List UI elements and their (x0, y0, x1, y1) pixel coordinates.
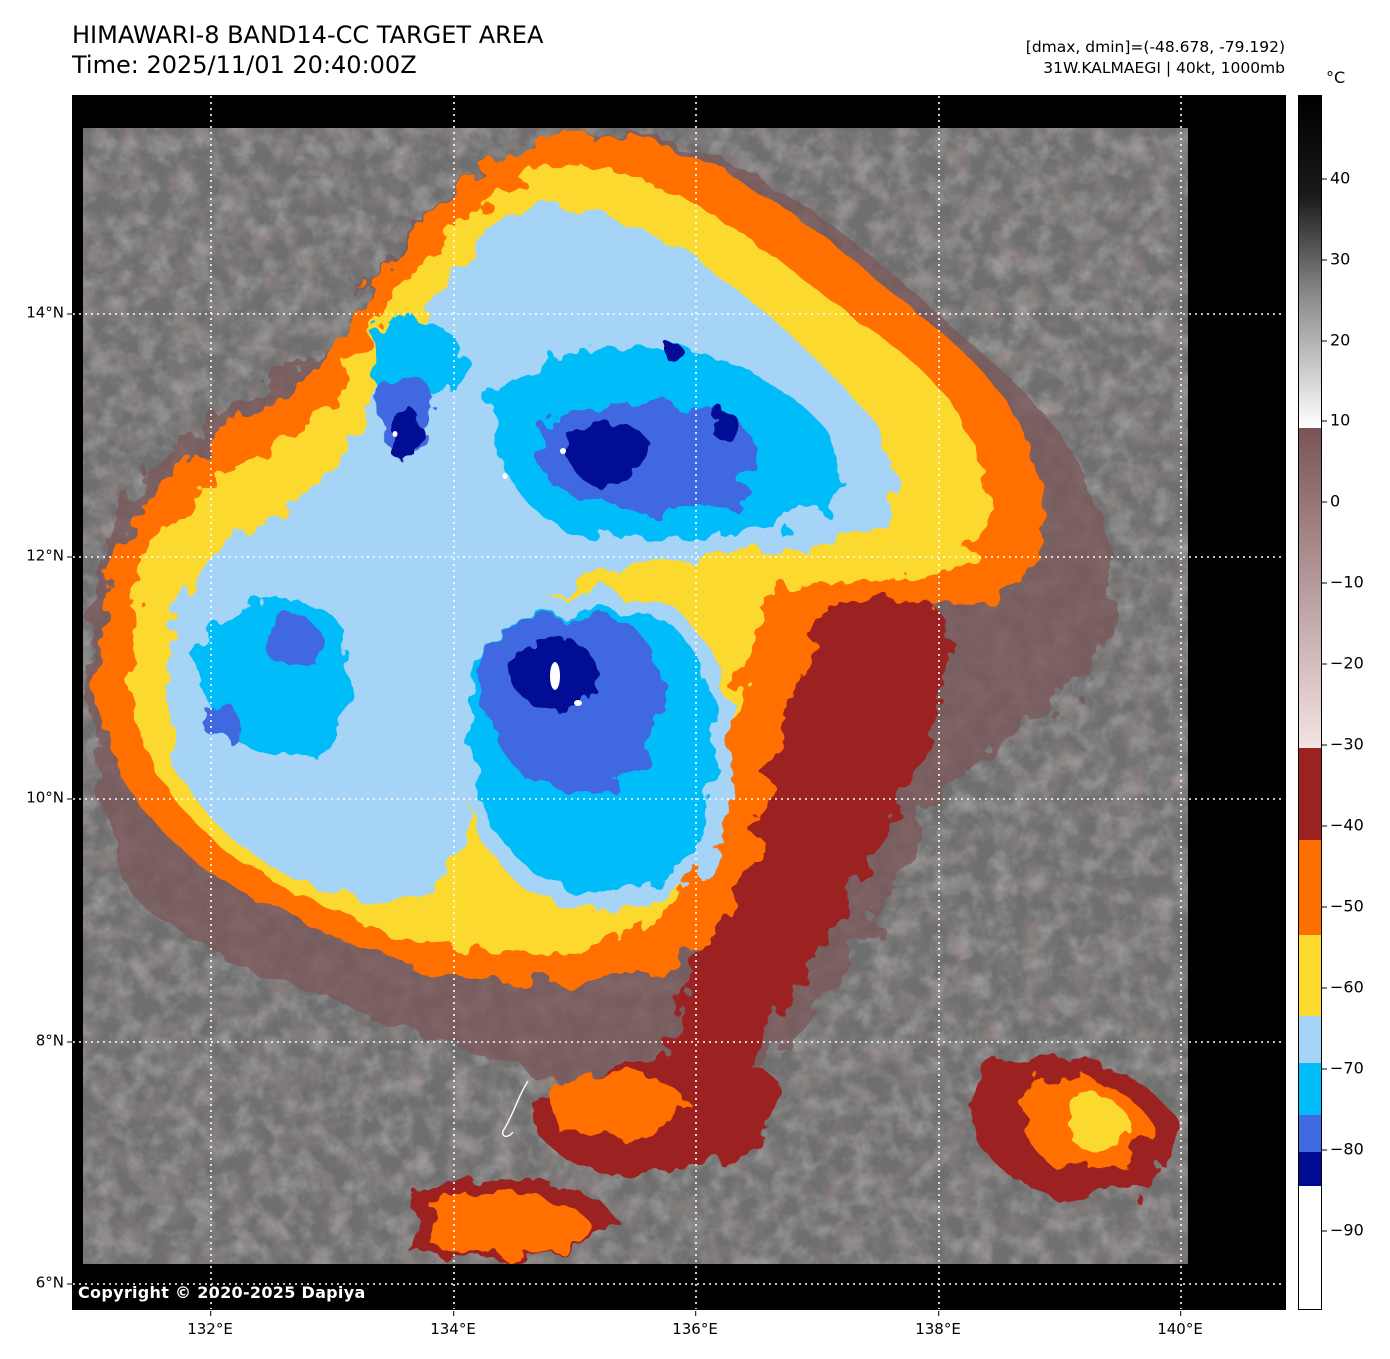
overshoot-2 (574, 700, 582, 706)
lat-label-8n: 8°N (35, 1031, 73, 1050)
colorbar-tick-minus-80: −80 (1322, 1139, 1364, 1159)
title-line-1: HIMAWARI-8 BAND14-CC TARGET AREA (72, 21, 544, 49)
overshoot-3 (560, 448, 566, 454)
band-minus-80-west (268, 617, 323, 665)
colorbar-band-white (1299, 1186, 1321, 1309)
colorbar-tick-minus-90: −90 (1322, 1220, 1364, 1240)
band-minus-45-south (543, 1072, 683, 1140)
colorbar-gradient (1299, 96, 1321, 1309)
colorbar-band-red (1299, 748, 1321, 840)
band-minus-80-west-2 (203, 702, 242, 738)
lon-label-136e: 136°E (672, 1311, 718, 1338)
colorbar-tick-minus-20: −20 (1322, 653, 1364, 673)
colorbar (1298, 95, 1322, 1310)
lon-label-134e: 134°E (430, 1311, 476, 1338)
colorbar-tick-minus-30: −30 (1322, 734, 1364, 754)
lon-label-132e: 132°E (187, 1311, 233, 1338)
no-data-top (73, 96, 1285, 128)
colorbar-tick-0: 0 (1321, 491, 1341, 511)
overshoot-5 (502, 473, 508, 479)
title-line-2: Time: 2025/11/01 20:40:00Z (72, 51, 417, 79)
figure-title: HIMAWARI-8 BAND14-CC TARGET AREA Time: 2… (72, 20, 543, 80)
palau-coastline (501, 1080, 529, 1138)
band-minus-85-n2 (663, 342, 684, 362)
colorbar-tick-10: 10 (1321, 410, 1351, 430)
lon-label-138e: 138°E (915, 1311, 961, 1338)
temperature-range: [dmax, dmin]=(-48.678, -79.192) (1025, 38, 1285, 56)
cloud-top-layers (91, 135, 1175, 1260)
colorbar-tick-20: 20 (1321, 330, 1351, 350)
overshoot-1 (550, 662, 560, 690)
lat-label-14n: 14°N (26, 303, 72, 322)
graticule (73, 96, 1285, 1309)
colorbar-tick-minus-70: −70 (1322, 1058, 1364, 1078)
colorbar-band-navy (1299, 1152, 1321, 1186)
colorbar-tick-minus-50: −50 (1322, 896, 1364, 916)
lat-label-12n: 12°N (26, 546, 72, 565)
colorbar-tick-minus-40: −40 (1322, 815, 1364, 835)
band-minus-85-nw (393, 408, 423, 460)
no-data-strip (1188, 96, 1285, 1309)
satellite-map (72, 95, 1286, 1310)
no-data-bottom (73, 1264, 1285, 1309)
band-minus-58-se (1068, 1095, 1133, 1151)
colorbar-band-blue (1299, 1115, 1321, 1152)
colorbar-unit: °C (1326, 68, 1346, 87)
band-minus-35-tail (671, 572, 953, 1096)
lat-label-6n: 6°N (35, 1273, 73, 1292)
colorbar-tick-minus-60: −60 (1322, 977, 1364, 997)
lon-label-140e: 140°E (1157, 1311, 1203, 1338)
colorbar-band-gray (1299, 96, 1321, 428)
colorbar-band-pink (1299, 428, 1321, 748)
colorbar-tick-30: 30 (1321, 249, 1351, 269)
satellite-image (73, 96, 1285, 1309)
colorbar-band-cyan (1299, 1063, 1321, 1115)
lat-label-10n: 10°N (26, 788, 72, 807)
colorbar-tick-40: 40 (1321, 168, 1351, 188)
storm-info: [dmax, dmin]=(-48.678, -79.192) 31W.KALM… (1026, 37, 1285, 79)
colorbar-band-light-blue (1299, 1016, 1321, 1063)
band-minus-45-sw (433, 1195, 593, 1256)
colorbar-tick-minus-10: −10 (1322, 572, 1364, 592)
overshoot-4 (392, 431, 398, 437)
band-minus-85-ne (713, 410, 738, 440)
colorbar-band-orange (1299, 840, 1321, 935)
storm-name-intensity: 31W.KALMAEGI | 40kt, 1000mb (1043, 59, 1285, 77)
band-minus-85-north (566, 421, 648, 487)
colorbar-band-yellow (1299, 935, 1321, 1016)
copyright-notice: Copyright © 2020-2025 Dapiya (78, 1283, 366, 1302)
